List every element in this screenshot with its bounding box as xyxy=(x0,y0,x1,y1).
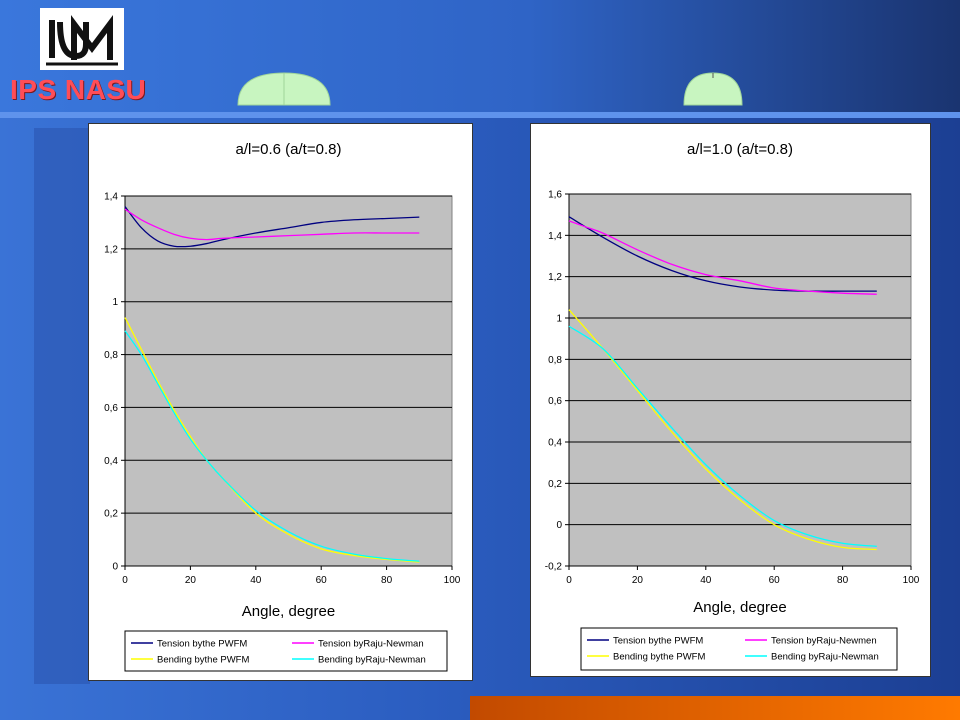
legend-label: Tension byRaju-Newmen xyxy=(771,636,877,647)
xtick-label: 100 xyxy=(903,575,920,586)
chart-left: a/l=0.6 (a/t=0.8) 0 0,2 0,4 0,6 0,8 1 1,2 1,4 0 20… xyxy=(88,123,473,681)
xtick-label: 40 xyxy=(250,575,262,586)
legend-label: Bending byRaju-Newman xyxy=(771,652,879,663)
xtick-label: 80 xyxy=(381,575,393,586)
series-line-2 xyxy=(568,309,877,551)
org-name: IPS NASU xyxy=(10,74,147,105)
ytick-label: 0,2 xyxy=(104,509,118,520)
x-axis-label: Angle, degree xyxy=(242,603,335,620)
ytick-label: 0,8 xyxy=(548,355,562,366)
xtick-label: 20 xyxy=(632,575,644,586)
chart-right-svg: a/l=1.0 (a/t=0.8)-0,200,20,40,60,811,21,… xyxy=(545,141,920,671)
xtick-label: 100 xyxy=(444,575,461,586)
ytick-label: 1 xyxy=(556,314,562,325)
ytick-label: 1,6 xyxy=(548,190,562,201)
ytick-label: 1,4 xyxy=(548,231,562,242)
ytick-label: 0,8 xyxy=(104,350,118,361)
series-line-1 xyxy=(568,220,877,295)
ytick-label: 0,6 xyxy=(548,396,562,407)
chart-right: a/l=1.0 (a/t=0.8) -0,2 0 0,2 0,4 0,6 0,8 1 1,2 1,… xyxy=(530,123,931,677)
ytick-label: 0,4 xyxy=(104,456,118,467)
ytick-label: 1 xyxy=(112,297,118,308)
plot-area xyxy=(124,195,453,567)
half-ellipse-crack-icon xyxy=(237,72,331,106)
left-decor-strip xyxy=(34,128,90,684)
header-divider xyxy=(0,112,960,118)
ytick-label: -0,2 xyxy=(545,562,563,573)
chart-title: a/l=1.0 (a/t=0.8) xyxy=(687,141,793,158)
legend-label: Bending bythe PWFM xyxy=(157,655,249,666)
xtick-label: 20 xyxy=(185,575,197,586)
xtick-label: 0 xyxy=(566,575,572,586)
ytick-label: 0,6 xyxy=(104,403,118,414)
series-line-3 xyxy=(568,325,877,548)
legend-box xyxy=(124,630,448,672)
xtick-label: 80 xyxy=(837,575,849,586)
series-line-0 xyxy=(124,206,420,248)
xtick-label: 40 xyxy=(700,575,712,586)
xtick-label: 0 xyxy=(122,575,128,586)
ytick-label: 1,4 xyxy=(104,192,118,203)
xtick-label: 60 xyxy=(316,575,328,586)
ytick-label: 0,4 xyxy=(548,438,562,449)
xtick-label: 60 xyxy=(769,575,781,586)
series-line-1 xyxy=(124,208,420,241)
bottom-accent-bar xyxy=(470,696,960,720)
legend-label: Tension bythe PWFM xyxy=(157,639,247,650)
ipm-logo-icon xyxy=(40,8,124,70)
ytick-label: 0 xyxy=(556,520,562,531)
x-axis-label: Angle, degree xyxy=(693,599,786,616)
ytick-label: 0,2 xyxy=(548,479,562,490)
plot-area xyxy=(568,193,912,567)
legend-label: Bending byRaju-Newman xyxy=(318,655,426,666)
legend-label: Tension byRaju-Newman xyxy=(318,639,424,650)
legend-label: Bending bythe PWFM xyxy=(613,652,705,663)
half-circle-crack-icon xyxy=(683,72,743,106)
chart-left-svg: a/l=0.6 (a/t=0.8) 0 0,2 0,4 0,6 0,8 1 1,2 1,4 0 20… xyxy=(104,141,461,672)
legend-label: Tension bythe PWFM xyxy=(613,636,703,647)
legend-box xyxy=(580,627,898,671)
series-line-0 xyxy=(568,216,877,292)
ytick-label: 1,2 xyxy=(548,272,562,283)
header-band xyxy=(0,0,960,112)
ytick-label: 0 xyxy=(112,562,118,573)
series-line-3 xyxy=(124,330,420,562)
ytick-label: 1,2 xyxy=(104,244,118,255)
chart-title: a/l=0.6 (a/t=0.8) xyxy=(236,141,342,158)
